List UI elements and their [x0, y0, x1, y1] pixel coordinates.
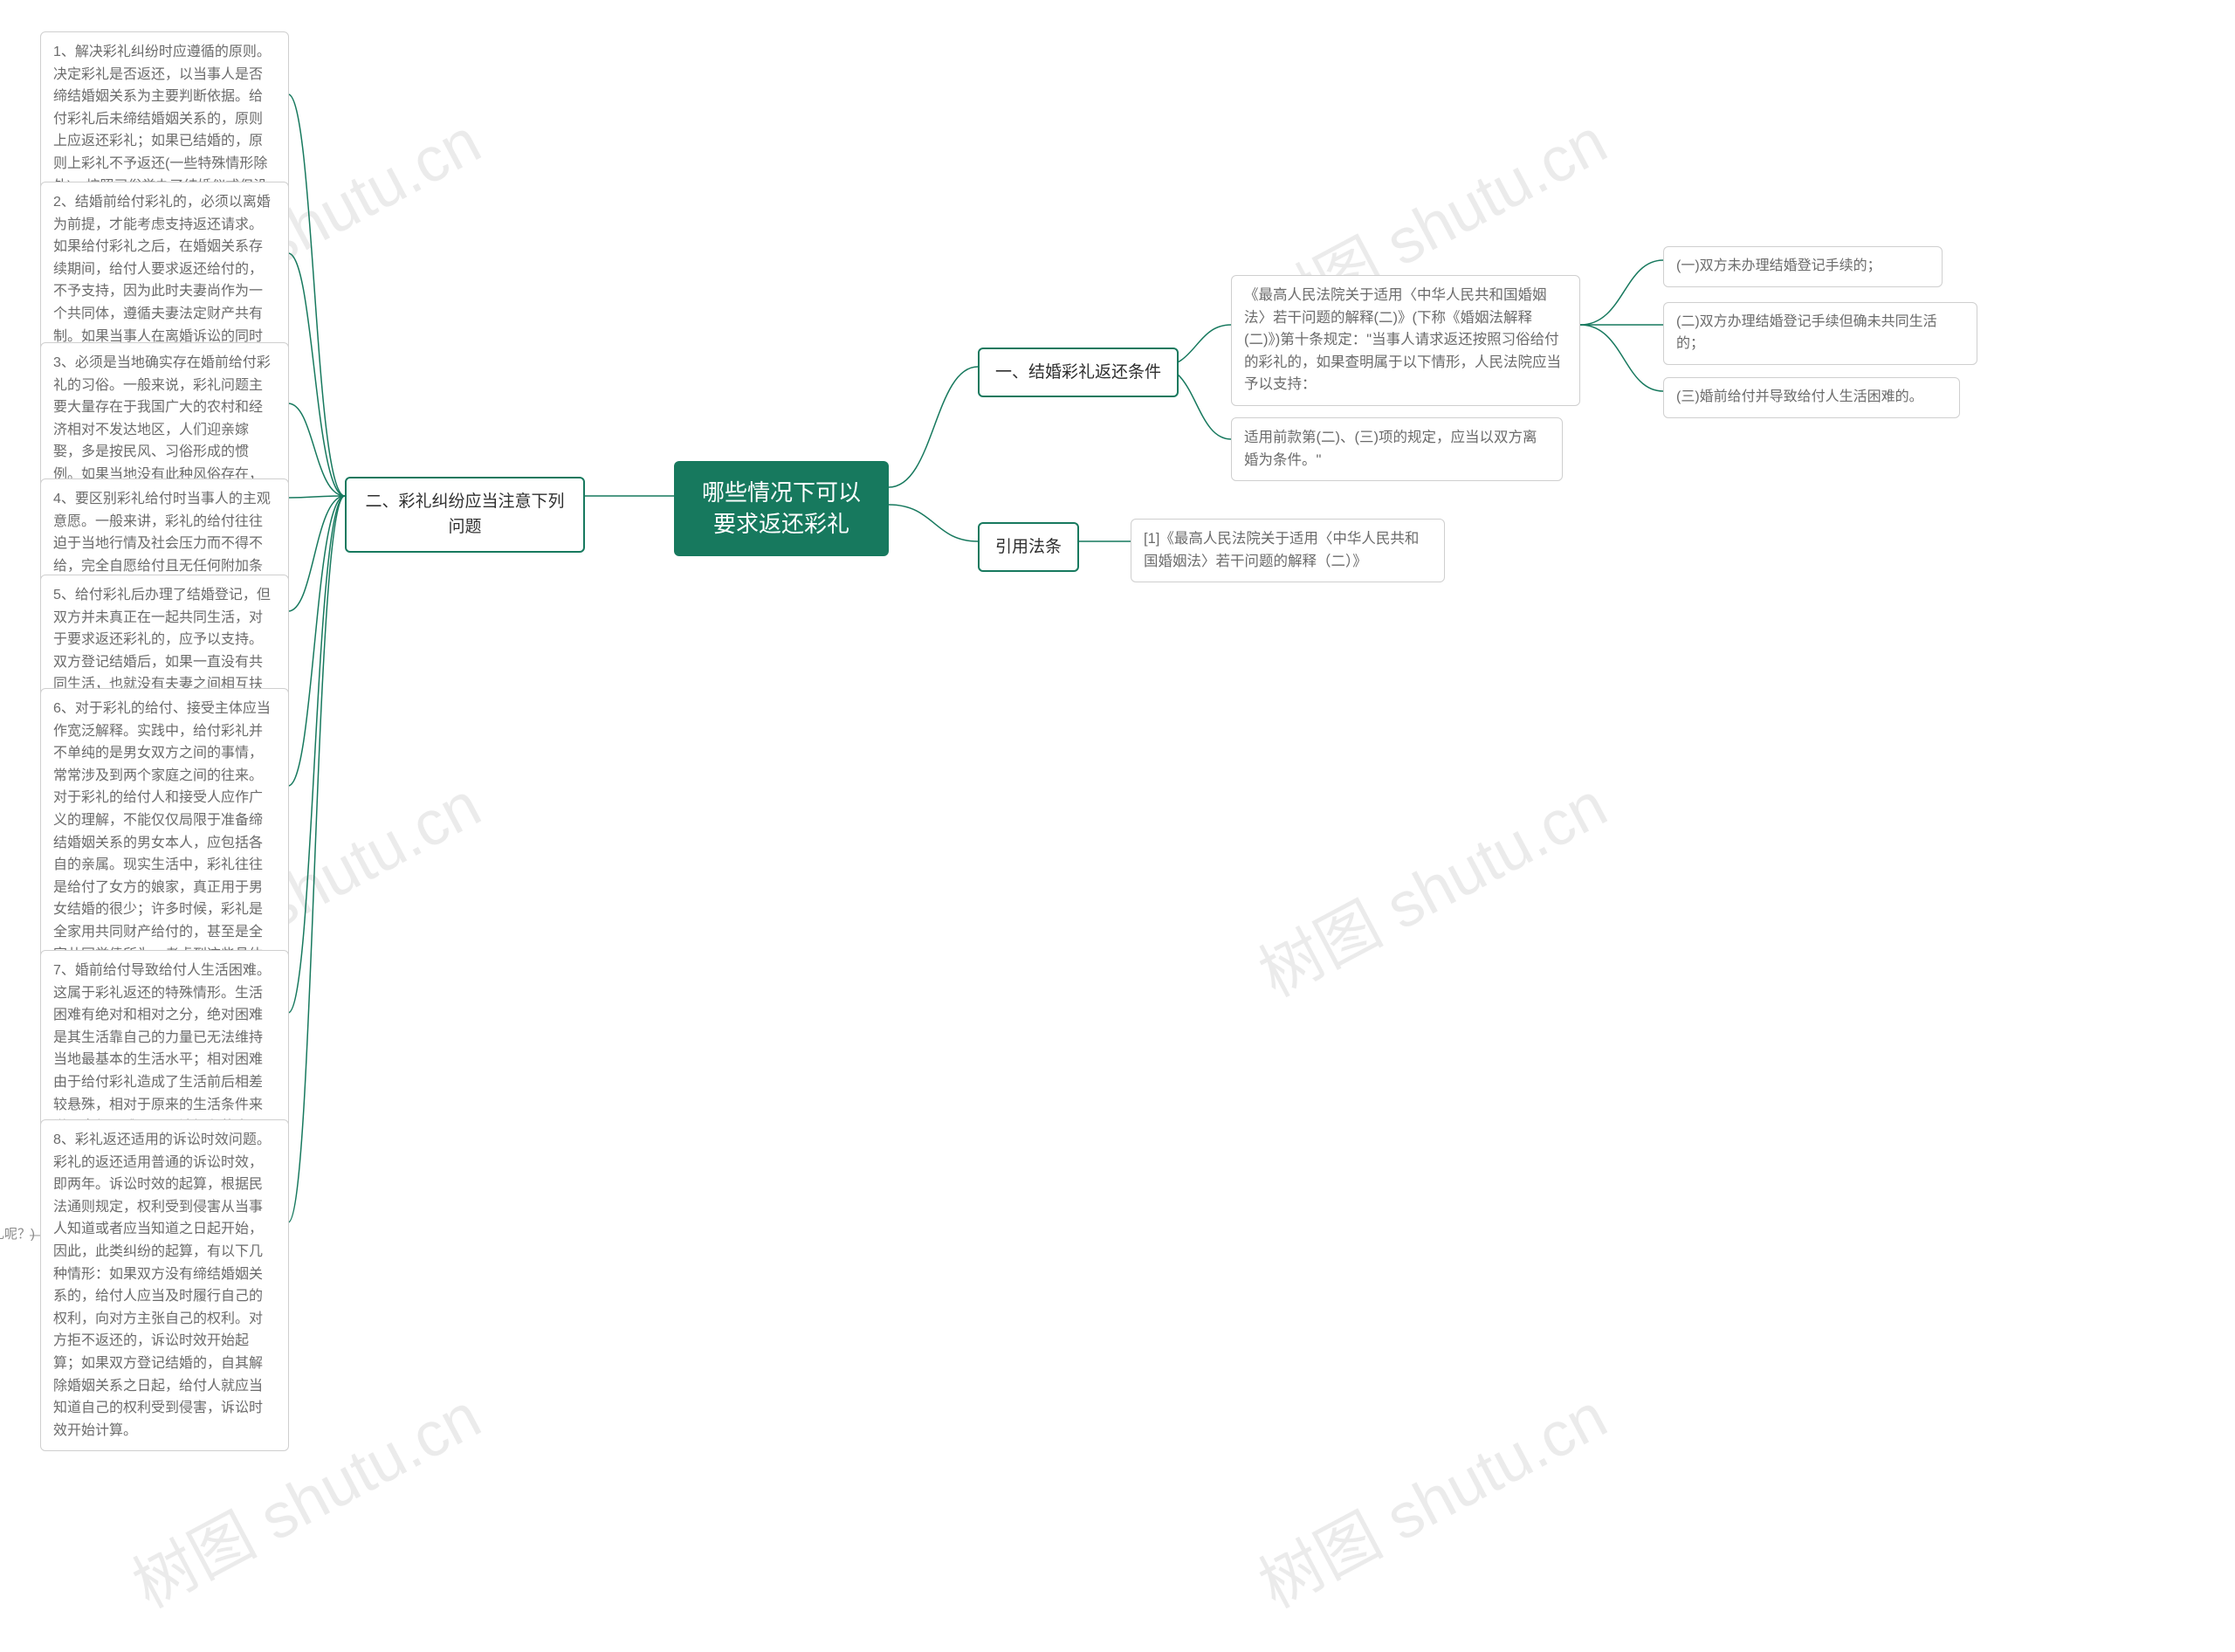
branch-1-label: 一、结婚彩礼返还条件: [995, 363, 1161, 382]
root-title: 哪些情况下可以要求返还彩礼: [702, 479, 861, 537]
b3-ref: [1]《最高人民法院关于适用〈中华人民共和国婚姻法〉若干问题的解释（二）》: [1131, 519, 1445, 582]
detail-8: 8、彩礼返还适用的诉讼时效问题。彩礼的返还适用普通的诉讼时效，即两年。诉讼时效的…: [40, 1119, 289, 1451]
branch-2-label: 二、彩礼纠纷应当注意下列问题: [365, 492, 564, 536]
detail-8-text: 8、彩礼返还适用的诉讼时效问题。彩礼的返还适用普通的诉讼时效，即两年。诉讼时效的…: [53, 1132, 271, 1438]
b1-item-1: (一)双方未办理结婚登记手续的；: [1663, 246, 1943, 287]
branch-1: 一、结婚彩礼返还条件: [978, 348, 1179, 397]
footer-note: (原标题：哪些情况下能要求返还彩礼呢？): [0, 1224, 35, 1242]
b1-note-text: 适用前款第(二)、(三)项的规定，应当以双方离婚为条件。": [1244, 430, 1537, 468]
branch-3: 引用法条: [978, 522, 1079, 572]
b1-law: 《最高人民法院关于适用〈中华人民共和国婚姻法〉若干问题的解释(二)》(下称《婚姻…: [1231, 275, 1580, 406]
b1-item-3: (三)婚前给付并导致给付人生活困难的。: [1663, 377, 1960, 418]
b1-item-2: (二)双方办理结婚登记手续但确未共同生活的；: [1663, 302, 1977, 365]
b1-note: 适用前款第(二)、(三)项的规定，应当以双方离婚为条件。": [1231, 417, 1563, 481]
b1-item-1-text: (一)双方未办理结婚登记手续的；: [1676, 258, 1881, 273]
b3-ref-text: [1]《最高人民法院关于适用〈中华人民共和国婚姻法〉若干问题的解释（二）》: [1144, 531, 1419, 569]
b1-law-text: 《最高人民法院关于适用〈中华人民共和国婚姻法〉若干问题的解释(二)》(下称《婚姻…: [1244, 287, 1561, 392]
footer-note-text: (原标题：哪些情况下能要求返还彩礼呢？): [0, 1227, 35, 1242]
b1-item-2-text: (二)双方办理结婚登记手续但确未共同生活的；: [1676, 314, 1937, 351]
branch-3-label: 引用法条: [995, 538, 1062, 556]
watermark: 树图 shutu.cn: [1241, 1366, 1620, 1625]
branch-2: 二、彩礼纠纷应当注意下列问题: [345, 477, 585, 553]
watermark: 树图 shutu.cn: [1241, 754, 1620, 1014]
b1-item-3-text: (三)婚前给付并导致给付人生活困难的。: [1676, 389, 1923, 404]
root-node: 哪些情况下可以要求返还彩礼: [674, 461, 889, 556]
mindmap-canvas: 树图 shutu.cn 树图 shutu.cn 树图 shutu.cn 树图 s…: [0, 0, 2235, 1652]
